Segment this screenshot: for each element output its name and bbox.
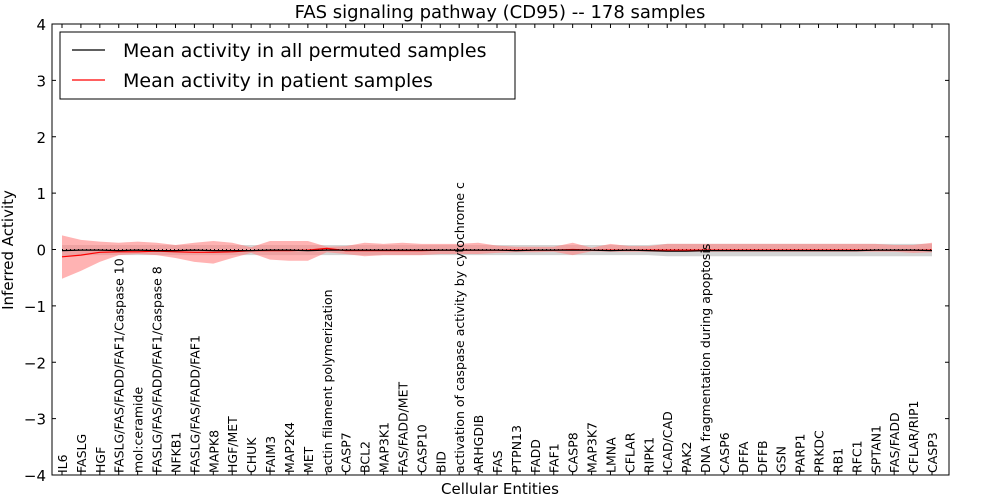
x-tick-label: activation of caspase activity by cytoch… xyxy=(452,182,467,473)
y-axis: −4 −3 −2 −1 0 1 2 3 4 xyxy=(24,16,949,485)
x-tick-label: CFLAR xyxy=(622,432,637,473)
x-tick-label: FAS xyxy=(490,450,505,473)
x-tick-label: HGF/MET xyxy=(225,416,240,473)
x-tick-label: FASLG/FAS/FADD/FAF1/Caspase 8 xyxy=(150,266,165,473)
x-tick-label: MAP3K7 xyxy=(585,422,600,473)
x-tick-label: actin filament polymerization xyxy=(320,289,335,473)
x-tick-label: PARP1 xyxy=(793,434,808,473)
x-tick-label: PRKDC xyxy=(812,430,827,473)
y-tick-label: −4 xyxy=(24,467,46,485)
x-tick-label: GSN xyxy=(774,446,789,473)
x-tick-label: DFFA xyxy=(736,441,751,473)
x-tick-label: DFFB xyxy=(755,440,770,473)
x-tick-label: FAS/FADD/MET xyxy=(395,382,410,473)
x-tick-label: ARHGDIB xyxy=(471,415,486,473)
x-tick-label: MAPK8 xyxy=(206,430,221,473)
x-tick-label: FASLG/FAS/FADD/FAF1 xyxy=(187,335,202,473)
y-tick-label: 1 xyxy=(36,185,46,203)
y-tick-label: 2 xyxy=(36,129,46,147)
y-tick-label: −2 xyxy=(24,354,46,372)
x-tick-labels: IL6 FASLG HGF FASLG/FAS/FADD/FAF1/Caspase 1… xyxy=(55,182,940,473)
x-tick-label: RIPK1 xyxy=(641,437,656,473)
x-tick-label: mol:ceramide xyxy=(131,387,146,473)
y-axis-label: Inferred Activity xyxy=(0,190,17,310)
x-tick-label: CFLAR/RIP1 xyxy=(906,401,921,473)
x-tick-label: CASP10 xyxy=(414,424,429,473)
x-tick-label: CASP6 xyxy=(717,432,732,473)
x-tick-label: CASP8 xyxy=(566,432,581,473)
y-tick-label: −1 xyxy=(24,298,46,316)
x-tick-label: DNA fragmentation during apoptosis xyxy=(698,244,713,473)
y-tick-label: 3 xyxy=(36,72,46,90)
x-tick-label: PAK2 xyxy=(679,442,694,473)
x-tick-label: CHUK xyxy=(244,437,259,473)
x-tick-label: MAP3K1 xyxy=(377,422,392,473)
x-tick-label: RFC1 xyxy=(849,440,864,473)
confidence-bands xyxy=(62,235,932,279)
x-tick-label: MAP2K4 xyxy=(282,422,297,473)
y-tick-label: 4 xyxy=(36,16,46,34)
x-tick-label: FADD xyxy=(528,439,543,473)
x-tick-label: RB1 xyxy=(830,448,845,473)
x-tick-label: FASLG/FAS/FADD/FAF1/Caspase 10 xyxy=(112,258,127,473)
x-tick-label: ICAD/CAD xyxy=(660,411,675,473)
x-tick-label: FAIM3 xyxy=(263,436,278,473)
x-tick-label: NFKB1 xyxy=(169,432,184,473)
x-axis-label: Cellular Entities xyxy=(441,480,559,498)
x-tick-label: HGF xyxy=(93,447,108,473)
x-tick-label: BCL2 xyxy=(358,441,373,473)
band-patient xyxy=(62,235,932,279)
x-tick-label: CASP3 xyxy=(925,432,940,473)
x-tick-label: LMNA xyxy=(604,437,619,473)
series-lines xyxy=(61,247,933,258)
x-ticks xyxy=(61,24,933,475)
x-tick-label: IL6 xyxy=(55,454,70,473)
y-tick-label: −3 xyxy=(24,411,46,429)
y-tick-label: 0 xyxy=(36,242,46,260)
legend-label-patient: Mean activity in patient samples xyxy=(123,70,433,92)
x-tick-label: BID xyxy=(433,451,448,473)
x-tick-label: SPTAN1 xyxy=(868,425,883,473)
x-tick-label: FAF1 xyxy=(547,443,562,473)
chart-title: FAS signaling pathway (CD95) -- 178 samp… xyxy=(295,2,706,23)
x-tick-label: PTPN13 xyxy=(509,425,524,473)
x-tick-label: FASLG xyxy=(74,434,89,473)
x-tick-label: CASP7 xyxy=(339,432,354,473)
legend: Mean activity in all permuted samples Me… xyxy=(59,31,516,100)
x-tick-label: MET xyxy=(301,446,316,473)
legend-box xyxy=(59,31,516,100)
x-tick-label: FAS/FADD xyxy=(887,412,902,473)
legend-label-permuted: Mean activity in all permuted samples xyxy=(123,40,486,62)
series-line-permuted xyxy=(61,249,933,252)
